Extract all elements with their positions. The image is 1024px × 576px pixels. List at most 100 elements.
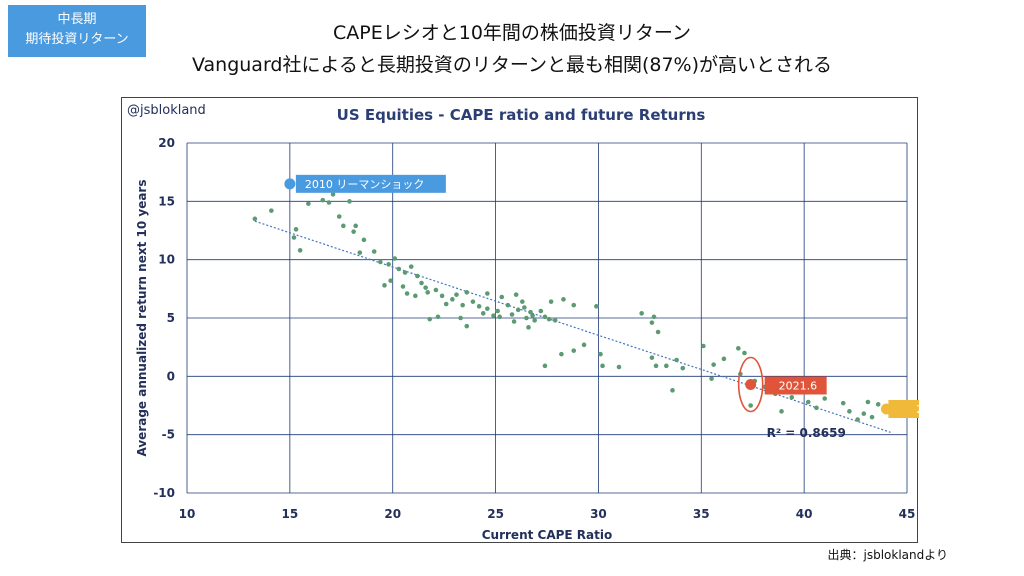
data-point (326, 200, 332, 205)
chart-title: US Equities - CAPE ratio and future Retu… (337, 106, 706, 124)
data-point (402, 270, 408, 275)
data-point (404, 291, 410, 296)
data-point (433, 287, 439, 293)
x-tick-label: 35 (693, 507, 710, 521)
cape-scatter-chart: @jsblokland US Equities - CAPE ratio and … (121, 97, 919, 543)
data-point (649, 320, 655, 325)
data-point (491, 313, 496, 318)
data-point (470, 299, 476, 304)
data-point (476, 304, 482, 309)
data-point (511, 319, 517, 324)
data-point (443, 301, 449, 307)
y-tick-label: -10 (153, 486, 175, 500)
data-point (789, 395, 795, 400)
r-squared-label: R² = 0.8659 (767, 426, 846, 440)
y-tick-label: 15 (158, 194, 175, 208)
data-point (513, 292, 519, 297)
data-point (460, 302, 465, 308)
highlight-point-2010 (284, 178, 296, 190)
data-point (840, 400, 846, 406)
data-point (458, 315, 463, 321)
data-point (594, 304, 599, 309)
data-point (485, 306, 490, 311)
data-point (419, 280, 424, 286)
data-point (382, 283, 387, 288)
data-point (423, 285, 428, 290)
source-note: 出典：jsbloklandより (827, 548, 949, 562)
data-point (779, 409, 784, 414)
data-point (357, 250, 363, 255)
data-point (408, 264, 414, 269)
data-point (480, 311, 486, 316)
data-point (532, 318, 537, 323)
data-point (546, 316, 552, 322)
data-point (485, 291, 490, 296)
y-axis-title: Average annualized return next 10 years (135, 180, 149, 457)
data-point (388, 278, 393, 283)
data-point (524, 315, 529, 321)
data-point (709, 376, 714, 381)
highlight-point-2000 (880, 403, 892, 415)
data-point (742, 350, 747, 356)
chart-watermark: @jsblokland (127, 103, 206, 118)
data-point (520, 299, 525, 304)
category-tag-line2: 期待投資リターン (25, 32, 129, 47)
data-point (581, 342, 587, 348)
data-point (855, 417, 860, 422)
data-point (822, 396, 828, 401)
data-point (497, 314, 502, 320)
data-point (515, 307, 521, 313)
data-point (499, 294, 505, 300)
category-tag-line1: 中長期 (57, 12, 97, 27)
data-point (386, 262, 391, 267)
x-tick-label: 10 (179, 507, 196, 521)
data-point (505, 302, 511, 308)
data-point (571, 348, 577, 353)
data-point (559, 351, 564, 357)
data-point (721, 356, 727, 362)
x-axis-title: Current CAPE Ratio (482, 528, 612, 542)
data-point (509, 312, 515, 317)
data-point (371, 249, 377, 254)
data-point (649, 355, 655, 360)
data-point (869, 414, 875, 420)
x-tick-label: 40 (796, 507, 813, 521)
highlight-ring-2021 (737, 356, 764, 413)
data-point (396, 266, 402, 272)
data-point (670, 388, 675, 393)
category-tag: 中長期 期待投資リターン (8, 5, 146, 57)
x-tick-label: 25 (487, 507, 504, 521)
y-tick-label: 20 (158, 136, 175, 150)
data-point (664, 363, 669, 369)
data-point (600, 363, 605, 369)
data-point (464, 290, 470, 295)
data-point (674, 357, 679, 363)
data-point (548, 299, 554, 304)
data-point (269, 208, 274, 213)
data-point (814, 405, 819, 411)
data-point (542, 314, 548, 320)
data-point (655, 329, 661, 335)
data-point (320, 197, 326, 203)
data-point (598, 351, 603, 357)
data-point (526, 325, 531, 330)
data-point (361, 237, 367, 243)
data-point (530, 313, 535, 318)
data-point (542, 363, 548, 369)
data-point (435, 314, 441, 320)
data-point (341, 223, 346, 229)
data-point (291, 235, 297, 240)
data-point (653, 363, 659, 369)
highlight-point-2021 (745, 379, 757, 390)
data-point (805, 399, 811, 405)
data-point (464, 323, 470, 329)
data-point (353, 223, 358, 229)
data-point (616, 364, 622, 370)
data-point (297, 248, 303, 253)
data-point (736, 346, 741, 351)
data-point (427, 316, 433, 322)
data-point (330, 192, 336, 197)
x-tick-label: 45 (899, 507, 916, 521)
y-tick-label: 0 (167, 369, 175, 383)
data-point (538, 308, 544, 314)
